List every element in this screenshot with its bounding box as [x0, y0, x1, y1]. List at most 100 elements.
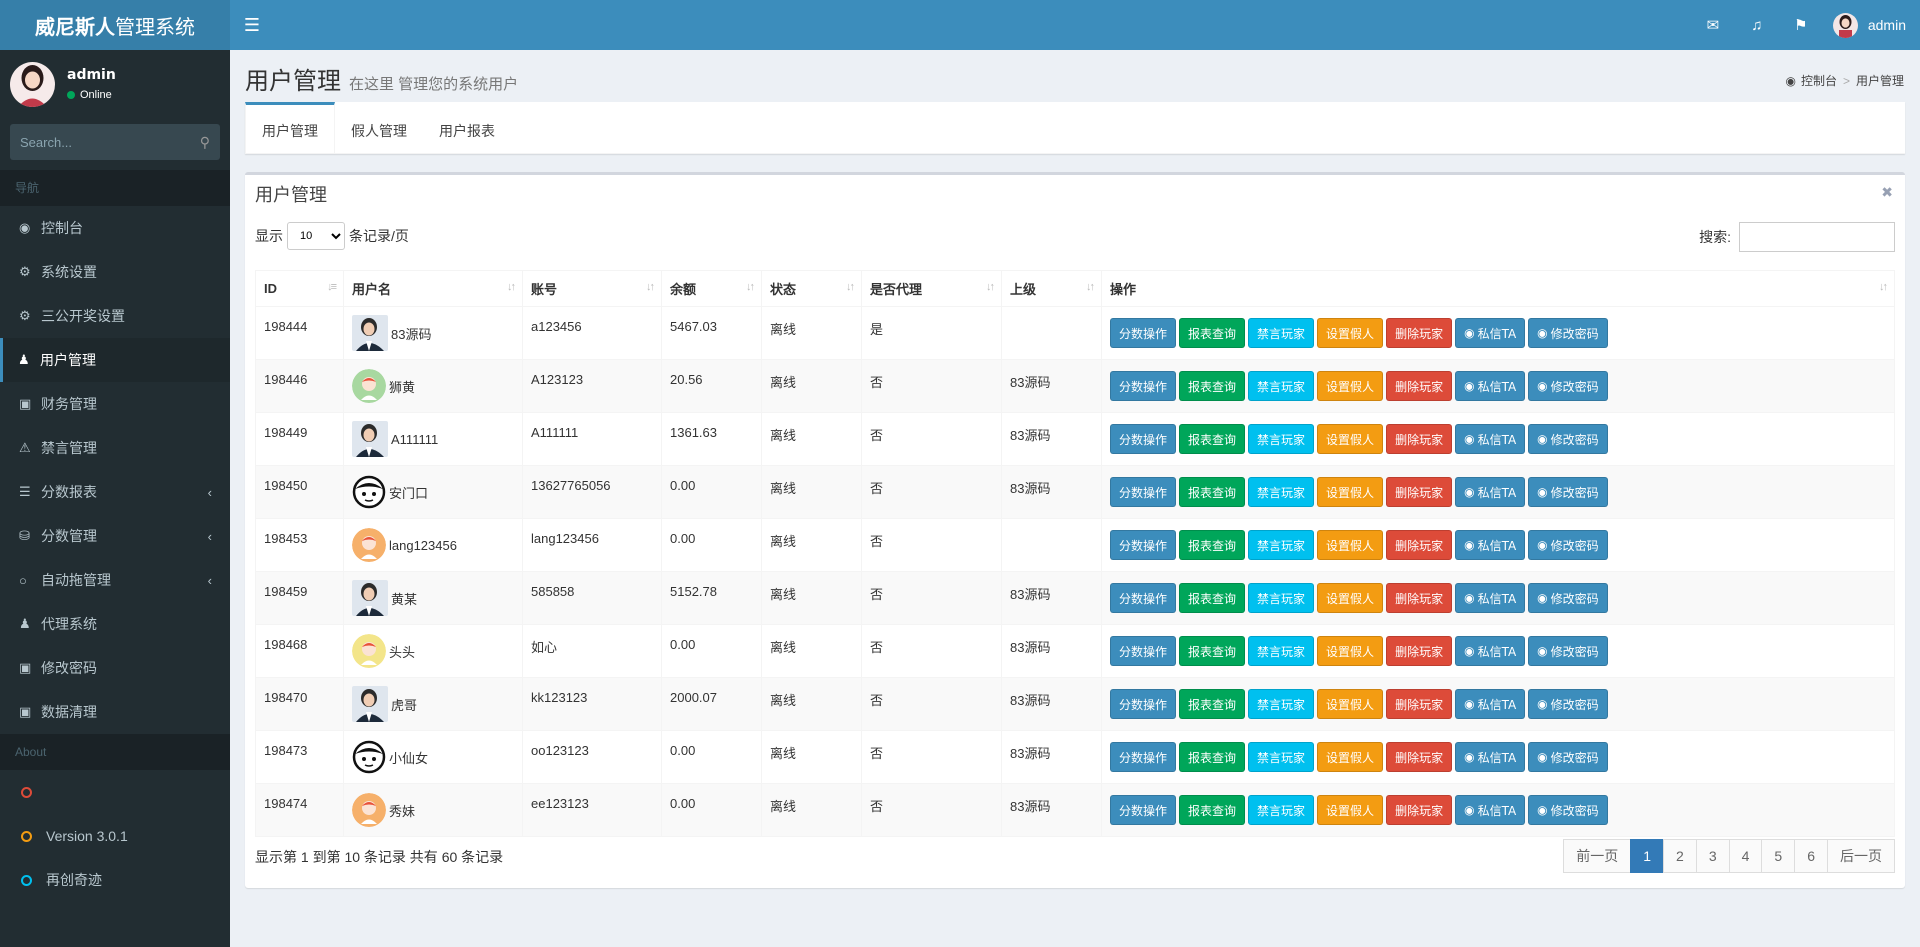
change-password-button[interactable]: ◉ 修改密码 — [1528, 424, 1608, 454]
change-password-button[interactable]: ◉ 修改密码 — [1528, 795, 1608, 825]
page-button-3[interactable]: 3 — [1695, 839, 1730, 873]
change-password-button[interactable]: ◉ 修改密码 — [1528, 318, 1608, 348]
breadcrumb-home[interactable]: 控制台 — [1800, 74, 1837, 88]
about-item-2[interactable]: 再创奇迹 — [0, 858, 230, 902]
column-header-agent[interactable]: 是否代理 ↓↑ — [861, 270, 1002, 307]
score-operation-button[interactable]: 分数操作 — [1110, 424, 1177, 454]
sidebar-item-3[interactable]: ♟ 用户管理 — [0, 338, 230, 382]
change-password-button[interactable]: ◉ 修改密码 — [1528, 689, 1608, 719]
search-icon[interactable]: ⚲ — [199, 133, 210, 150]
sidebar-item-5[interactable]: ⚠ 禁言管理 — [0, 426, 230, 470]
score-operation-button[interactable]: 分数操作 — [1110, 318, 1177, 348]
sidebar-item-6[interactable]: ☰ 分数报表 ‹ — [0, 470, 230, 514]
page-button-6[interactable]: 6 — [1794, 839, 1828, 873]
set-fake-button[interactable]: 设置假人 — [1317, 371, 1384, 401]
sidebar-item-4[interactable]: ▣ 财务管理 — [0, 382, 230, 426]
mute-player-button[interactable]: 禁言玩家 — [1248, 795, 1315, 825]
column-header-id[interactable]: ID ↓≡ — [255, 270, 344, 307]
score-operation-button[interactable]: 分数操作 — [1110, 477, 1177, 507]
delete-player-button[interactable]: 删除玩家 — [1386, 689, 1453, 719]
score-operation-button[interactable]: 分数操作 — [1110, 795, 1177, 825]
delete-player-button[interactable]: 删除玩家 — [1386, 477, 1453, 507]
report-query-button[interactable]: 报表查询 — [1179, 583, 1246, 613]
report-query-button[interactable]: 报表查询 — [1179, 689, 1246, 719]
column-header-balance[interactable]: 余额 ↓↑ — [661, 270, 762, 307]
set-fake-button[interactable]: 设置假人 — [1317, 795, 1384, 825]
report-query-button[interactable]: 报表查询 — [1179, 424, 1246, 454]
mute-player-button[interactable]: 禁言玩家 — [1248, 318, 1315, 348]
message-button[interactable]: ◉ 私信TA — [1455, 689, 1526, 719]
mute-player-button[interactable]: 禁言玩家 — [1248, 742, 1315, 772]
message-button[interactable]: ◉ 私信TA — [1455, 636, 1526, 666]
column-header-username[interactable]: 用户名 ↓↑ — [343, 270, 523, 307]
mute-player-button[interactable]: 禁言玩家 — [1248, 530, 1315, 560]
sidebar-item-8[interactable]: ○ 自动拖管理 ‹ — [0, 558, 230, 602]
message-button[interactable]: ◉ 私信TA — [1455, 795, 1526, 825]
column-header-actions[interactable]: 操作 ↓↑ — [1101, 270, 1895, 307]
column-header-parent[interactable]: 上级 ↓↑ — [1001, 270, 1102, 307]
table-search-input[interactable] — [1739, 222, 1895, 252]
mute-player-button[interactable]: 禁言玩家 — [1248, 477, 1315, 507]
change-password-button[interactable]: ◉ 修改密码 — [1528, 530, 1608, 560]
report-query-button[interactable]: 报表查询 — [1179, 318, 1246, 348]
notifications-button[interactable]: ♫ — [1735, 0, 1779, 50]
set-fake-button[interactable]: 设置假人 — [1317, 583, 1384, 613]
sidebar-item-0[interactable]: ◉ 控制台 — [0, 206, 230, 250]
delete-player-button[interactable]: 删除玩家 — [1386, 424, 1453, 454]
set-fake-button[interactable]: 设置假人 — [1317, 477, 1384, 507]
delete-player-button[interactable]: 删除玩家 — [1386, 742, 1453, 772]
message-button[interactable]: ◉ 私信TA — [1455, 424, 1526, 454]
app-logo[interactable]: 威尼斯人 管理系统 — [0, 0, 230, 50]
report-query-button[interactable]: 报表查询 — [1179, 742, 1246, 772]
report-query-button[interactable]: 报表查询 — [1179, 371, 1246, 401]
sidebar-item-10[interactable]: ▣ 修改密码 — [0, 646, 230, 690]
score-operation-button[interactable]: 分数操作 — [1110, 689, 1177, 719]
score-operation-button[interactable]: 分数操作 — [1110, 583, 1177, 613]
prev-page-button[interactable]: 前一页 — [1563, 839, 1632, 873]
column-header-status[interactable]: 状态 ↓↑ — [761, 270, 862, 307]
set-fake-button[interactable]: 设置假人 — [1317, 318, 1384, 348]
delete-player-button[interactable]: 删除玩家 — [1386, 530, 1453, 560]
score-operation-button[interactable]: 分数操作 — [1110, 530, 1177, 560]
set-fake-button[interactable]: 设置假人 — [1317, 689, 1384, 719]
page-button-5[interactable]: 5 — [1761, 839, 1796, 873]
sidebar-item-7[interactable]: ⛁ 分数管理 ‹ — [0, 514, 230, 558]
next-page-button[interactable]: 后一页 — [1827, 839, 1895, 873]
set-fake-button[interactable]: 设置假人 — [1317, 636, 1384, 666]
set-fake-button[interactable]: 设置假人 — [1317, 424, 1384, 454]
delete-player-button[interactable]: 删除玩家 — [1386, 371, 1453, 401]
report-query-button[interactable]: 报表查询 — [1179, 530, 1246, 560]
mute-player-button[interactable]: 禁言玩家 — [1248, 371, 1315, 401]
about-item-0[interactable] — [0, 770, 230, 814]
about-item-1[interactable]: Version 3.0.1 — [0, 814, 230, 858]
delete-player-button[interactable]: 删除玩家 — [1386, 583, 1453, 613]
page-length-select[interactable]: 10 — [287, 222, 345, 250]
page-button-4[interactable]: 4 — [1728, 839, 1763, 873]
set-fake-button[interactable]: 设置假人 — [1317, 742, 1384, 772]
tab-fake-users[interactable]: 假人管理 — [351, 123, 407, 139]
sidebar-toggle-button[interactable]: ☰ — [230, 0, 274, 50]
report-query-button[interactable]: 报表查询 — [1179, 795, 1246, 825]
mute-player-button[interactable]: 禁言玩家 — [1248, 689, 1315, 719]
search-input[interactable] — [20, 134, 200, 150]
sidebar-item-2[interactable]: ⚙ 三公开奖设置 — [0, 294, 230, 338]
delete-player-button[interactable]: 删除玩家 — [1386, 636, 1453, 666]
messages-button[interactable]: ✉ — [1691, 0, 1735, 50]
page-button-1[interactable]: 1 — [1630, 839, 1665, 873]
mute-player-button[interactable]: 禁言玩家 — [1248, 583, 1315, 613]
score-operation-button[interactable]: 分数操作 — [1110, 742, 1177, 772]
message-button[interactable]: ◉ 私信TA — [1455, 530, 1526, 560]
report-query-button[interactable]: 报表查询 — [1179, 477, 1246, 507]
score-operation-button[interactable]: 分数操作 — [1110, 636, 1177, 666]
mute-player-button[interactable]: 禁言玩家 — [1248, 424, 1315, 454]
set-fake-button[interactable]: 设置假人 — [1317, 530, 1384, 560]
message-button[interactable]: ◉ 私信TA — [1455, 742, 1526, 772]
tab-user-report[interactable]: 用户报表 — [439, 123, 495, 139]
column-header-account[interactable]: 账号 ↓↑ — [522, 270, 662, 307]
change-password-button[interactable]: ◉ 修改密码 — [1528, 742, 1608, 772]
change-password-button[interactable]: ◉ 修改密码 — [1528, 371, 1608, 401]
change-password-button[interactable]: ◉ 修改密码 — [1528, 477, 1608, 507]
change-password-button[interactable]: ◉ 修改密码 — [1528, 636, 1608, 666]
sidebar-item-11[interactable]: ▣ 数据清理 — [0, 690, 230, 734]
tasks-button[interactable]: ⚑ — [1779, 0, 1823, 50]
